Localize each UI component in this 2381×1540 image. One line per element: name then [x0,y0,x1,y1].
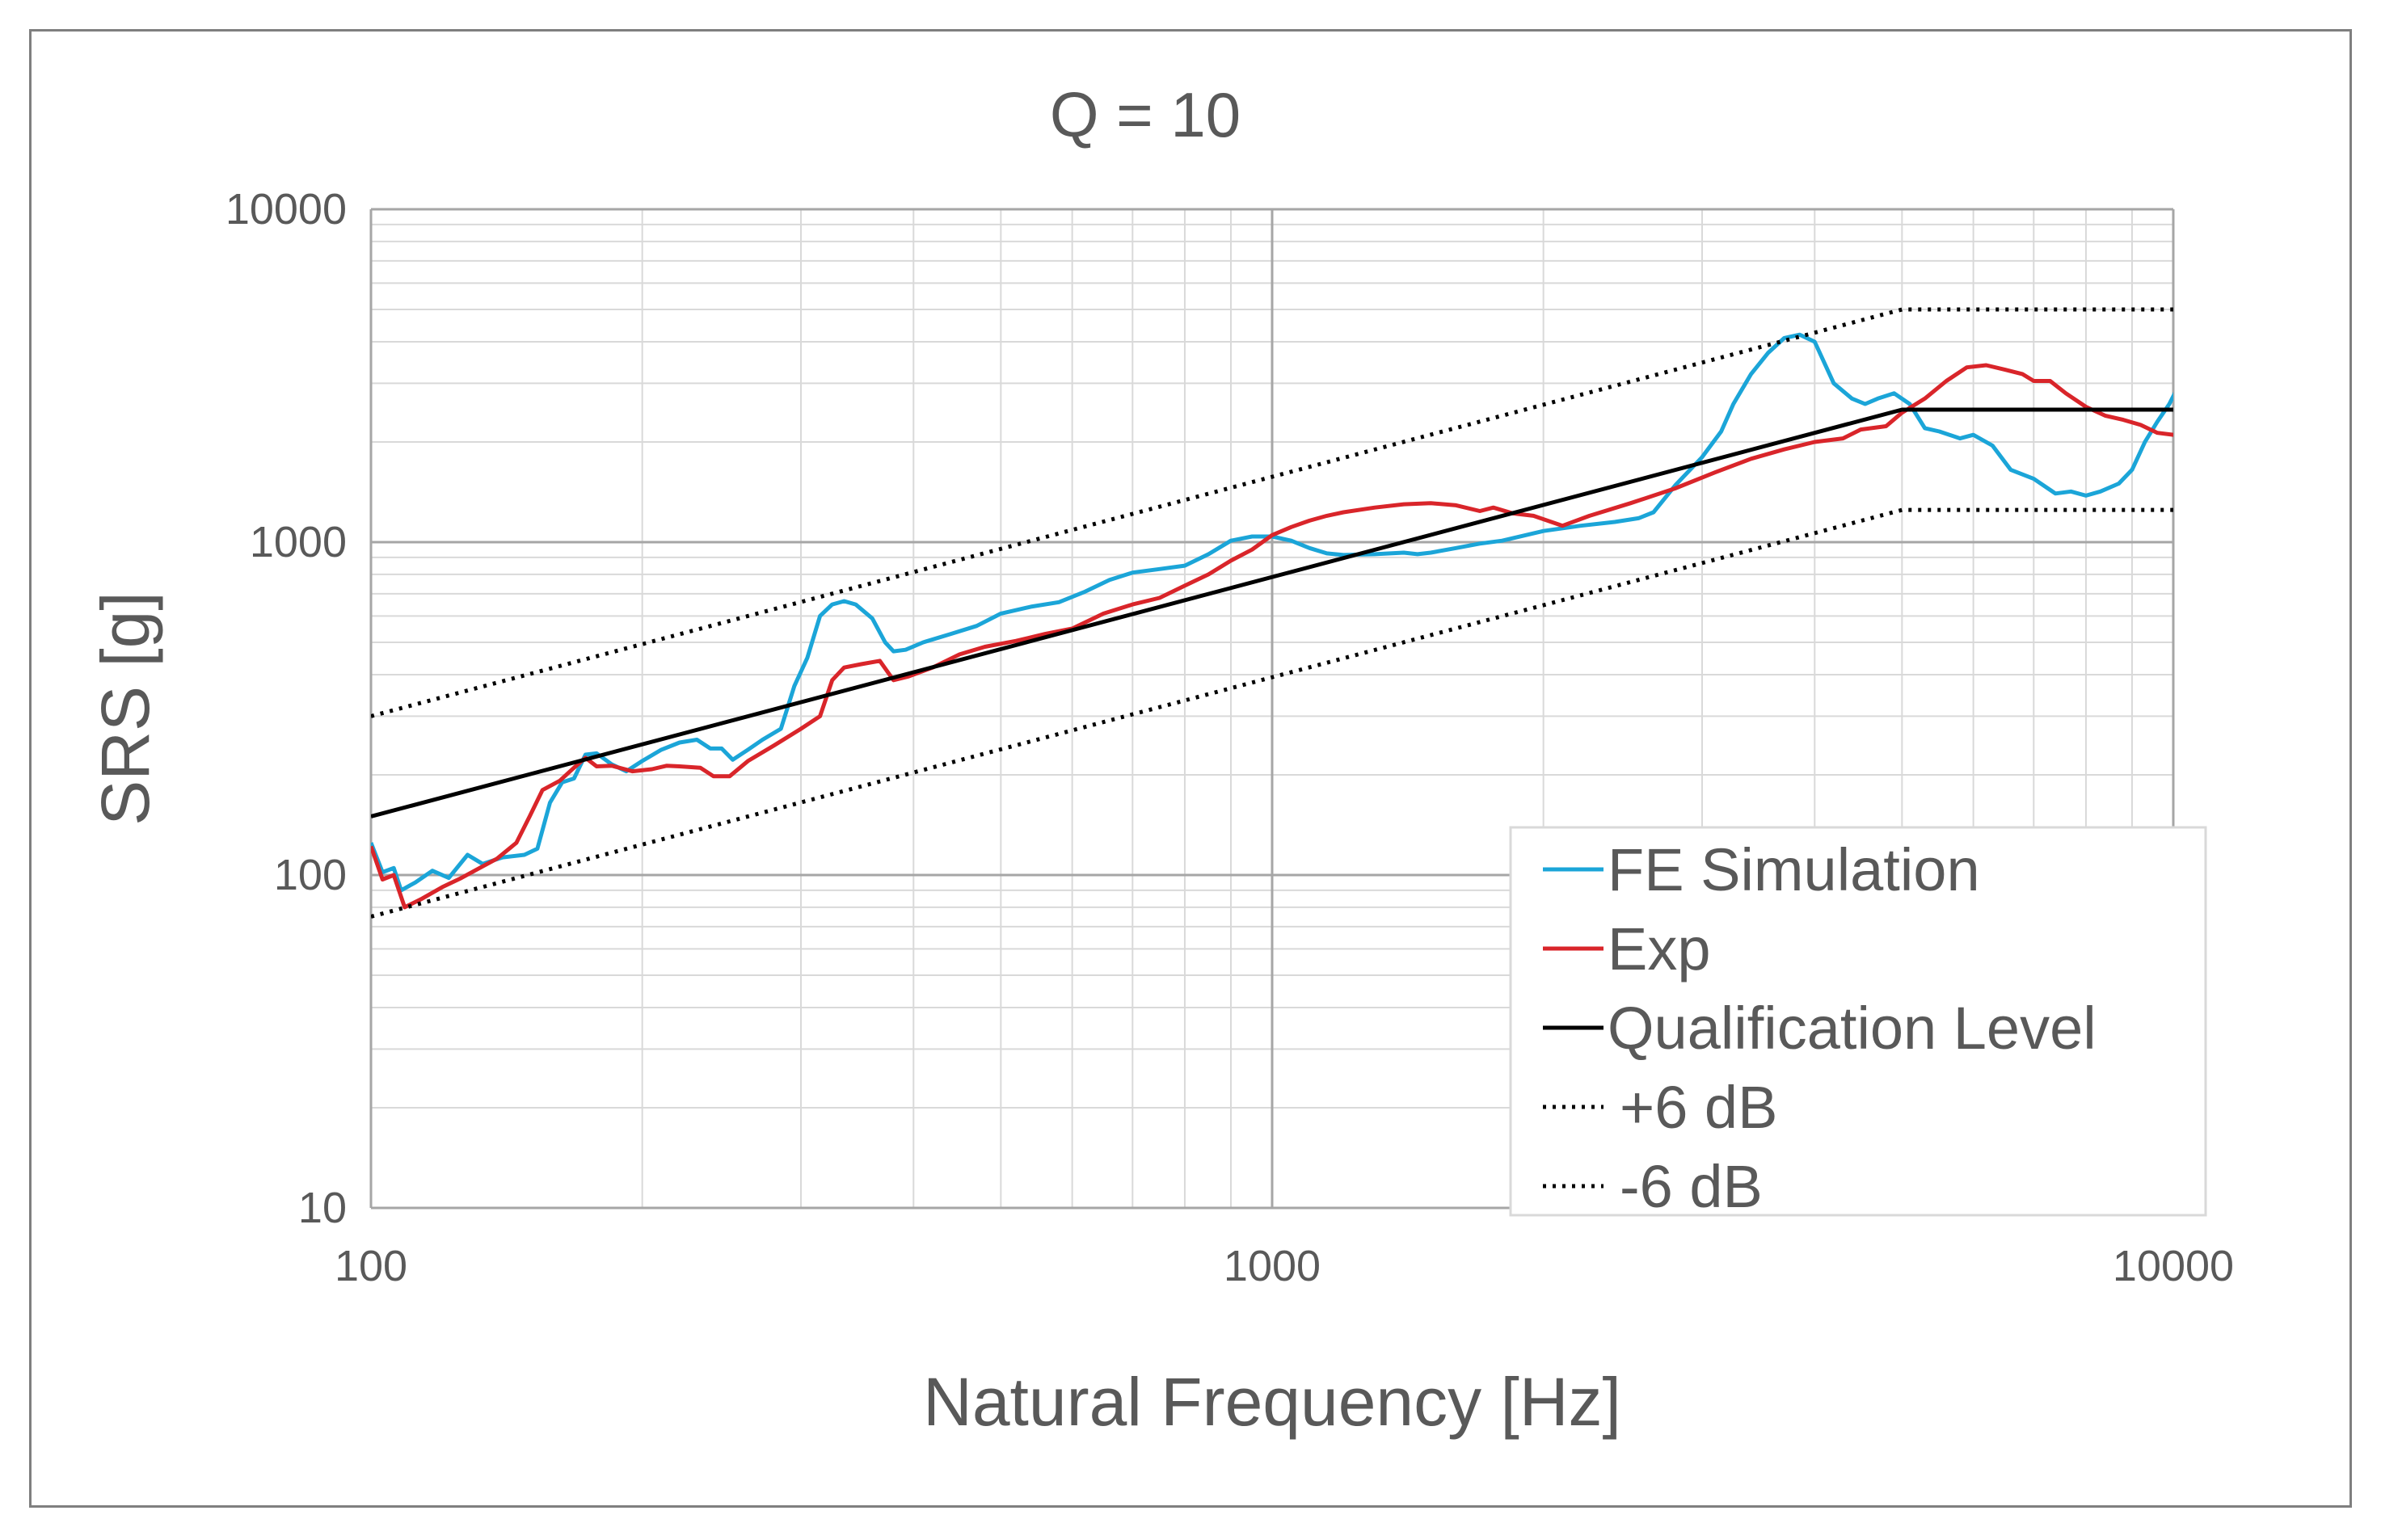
legend-entry-label: FE Simulation [1608,836,1980,903]
x-axis-label: Natural Frequency [Hz] [923,1364,1621,1440]
chart: 100 1000 10000 10 100 1000 10000 FE Simulation… [87,79,2234,1440]
legend-entry-label: Exp [1608,915,1711,982]
series-line-6-db [371,307,2173,718]
y-tick-label: 10000 [225,185,347,234]
legend-entry-label: Qualification Level [1608,995,2097,1062]
legend: FE Simulation Exp Qualification Level +6 dB… [1509,826,2207,1220]
y-tick-label: 10 [298,1184,347,1232]
legend-entry-label: +6 dB [1620,1074,1777,1141]
x-tick-label: 1000 [1224,1242,1321,1290]
y-tick-label: 100 [274,851,347,899]
y-axis-label: SRS [g] [87,591,163,825]
y-tick-label: 1000 [250,518,347,566]
chart-frame: 100 1000 10000 10 100 1000 10000 FE Simulation… [29,29,2352,1508]
x-tick-label: 100 [335,1242,407,1290]
chart-title: Q = 10 [1050,79,1241,150]
axes: 100 1000 10000 10 100 1000 10000 [225,185,2234,1290]
legend-box [1509,826,2207,1217]
series-line-6-db [371,507,2173,919]
series-line-qualification-level [371,407,2173,818]
legend-entry-label: -6 dB [1620,1153,1763,1220]
series-line-exp [371,363,2173,910]
series-group [371,307,2173,919]
x-tick-label: 10000 [2113,1242,2234,1290]
